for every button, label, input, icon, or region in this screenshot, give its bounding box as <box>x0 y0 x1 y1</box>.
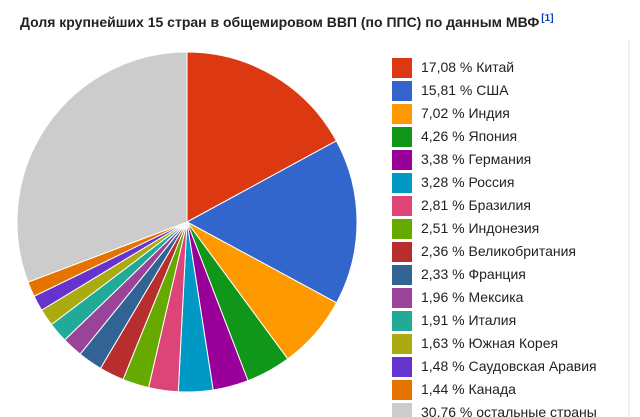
legend-swatch <box>392 219 412 239</box>
legend-swatch <box>392 81 412 101</box>
legend-value: 2,36 % <box>421 243 465 259</box>
legend-entry: 17,08 % Китай <box>421 59 514 75</box>
legend-entry: 1,96 % Мексика <box>421 289 524 305</box>
legend-value: 2,51 % <box>421 220 465 236</box>
legend-swatch <box>392 150 412 170</box>
legend-entry: 2,36 % Великобритания <box>421 243 576 259</box>
legend-label: Япония <box>468 128 517 144</box>
pie-slice <box>185 140 358 304</box>
legend-swatch <box>392 265 412 285</box>
chart-title: Доля крупнейших 15 стран в общемировом В… <box>20 14 539 30</box>
legend-entry: 2,33 % Франция <box>421 266 526 282</box>
legend-entry: 3,38 % Германия <box>421 151 531 167</box>
legend-label: Россия <box>468 174 514 190</box>
pie-slice <box>16 51 188 283</box>
legend-entry: 3,28 % Россия <box>421 174 514 190</box>
legend-value: 30,76 % <box>421 404 472 417</box>
legend-entry: 1,63 % Южная Корея <box>421 335 558 351</box>
legend-swatch <box>392 357 412 377</box>
legend-swatch <box>392 288 412 308</box>
legend-label: США <box>476 82 509 98</box>
legend-label: Италия <box>468 312 516 328</box>
legend-value: 1,48 % <box>421 358 465 374</box>
legend-value: 7,02 % <box>421 105 465 121</box>
legend-entry: 1,91 % Италия <box>421 312 516 328</box>
legend-swatch <box>392 242 412 262</box>
legend-value: 1,96 % <box>421 289 465 305</box>
legend-value: 1,44 % <box>421 381 465 397</box>
legend-value: 4,26 % <box>421 128 465 144</box>
legend-label: Южная Корея <box>468 335 558 351</box>
legend-swatch <box>392 196 412 216</box>
legend-value: 1,91 % <box>421 312 465 328</box>
legend-label: Мексика <box>468 289 523 305</box>
legend-value: 2,81 % <box>421 197 465 213</box>
legend-entry: 30,76 % остальные страны <box>421 404 597 417</box>
legend-label: Франция <box>468 266 525 282</box>
legend-swatch <box>392 173 412 193</box>
legend-swatch <box>392 127 412 147</box>
pie-slice <box>186 51 338 223</box>
legend-label: Германия <box>468 151 531 167</box>
legend-label: Индия <box>468 105 509 121</box>
legend-value: 2,33 % <box>421 266 465 282</box>
legend-label: остальные страны <box>476 404 597 417</box>
legend-swatch <box>392 403 412 417</box>
legend-label: Индонезия <box>468 220 539 236</box>
legend-entry: 7,02 % Индия <box>421 105 510 121</box>
legend-entry: 2,81 % Бразилия <box>421 197 531 213</box>
legend-label: Бразилия <box>468 197 530 213</box>
title-reference[interactable]: [1] <box>541 13 553 24</box>
legend-entry: 1,48 % Саудовская Аравия <box>421 358 597 374</box>
legend-label: Канада <box>468 381 516 397</box>
legend-entry: 1,44 % Канада <box>421 381 516 397</box>
legend-label: Великобритания <box>468 243 576 259</box>
legend-swatch <box>392 311 412 331</box>
legend-swatch <box>392 104 412 124</box>
legend-value: 3,28 % <box>421 174 465 190</box>
legend-value: 1,63 % <box>421 335 465 351</box>
legend-swatch <box>392 58 412 78</box>
legend-entry: 15,81 % США <box>421 82 509 98</box>
legend-swatch <box>392 334 412 354</box>
legend-label: Китай <box>476 59 514 75</box>
legend-swatch <box>392 380 412 400</box>
legend-entry: 2,51 % Индонезия <box>421 220 539 236</box>
legend-entry: 4,26 % Япония <box>421 128 517 144</box>
legend-label: Саудовская Аравия <box>468 358 596 374</box>
legend-value: 17,08 % <box>421 59 472 75</box>
legend-value: 3,38 % <box>421 151 465 167</box>
legend-value: 15,81 % <box>421 82 472 98</box>
